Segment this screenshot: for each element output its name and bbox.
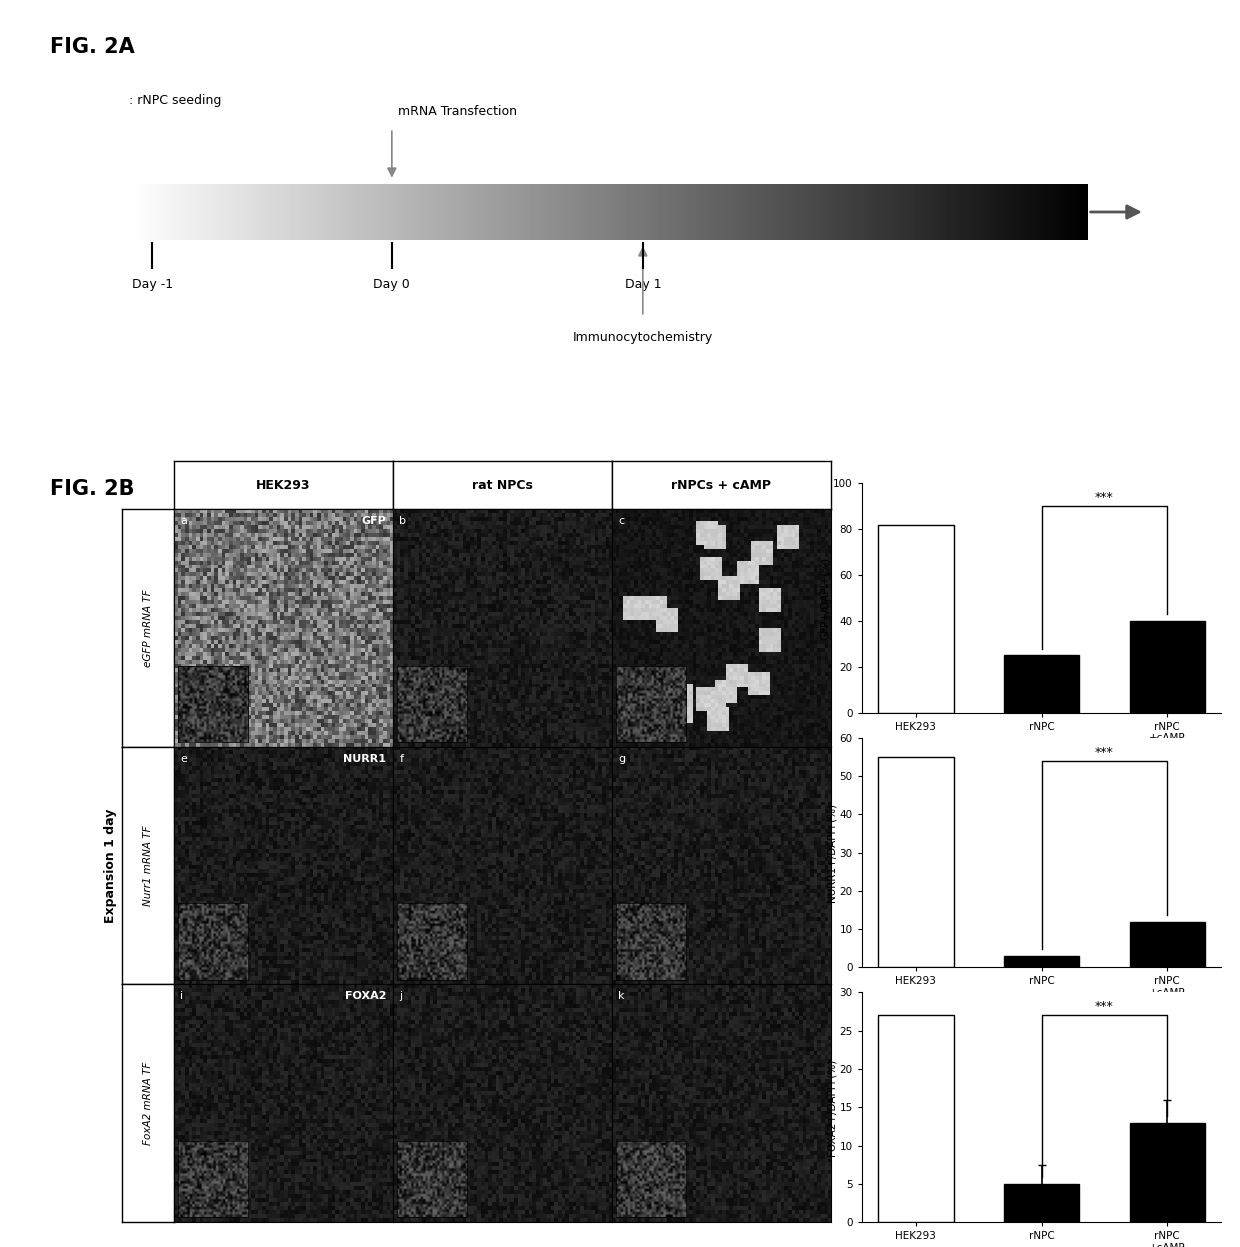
Bar	[878, 1015, 954, 1222]
Text: f: f	[399, 753, 403, 763]
Text: Day -1: Day -1	[131, 278, 172, 292]
Text: g: g	[619, 753, 625, 763]
Text: : rNPC seeding: : rNPC seeding	[129, 95, 222, 107]
Text: ***: ***	[1095, 491, 1114, 504]
Y-axis label: GFP+/DAPI+(%): GFP+/DAPI+(%)	[821, 556, 831, 640]
Text: b: b	[399, 516, 407, 526]
Text: c: c	[619, 516, 625, 526]
Bar	[1130, 621, 1205, 713]
Bar	[1004, 1183, 1079, 1222]
Text: HEK293: HEK293	[255, 479, 310, 491]
Text: NURR1: NURR1	[343, 753, 386, 763]
Text: Nurr1 mRNA TF: Nurr1 mRNA TF	[143, 826, 153, 905]
Text: i: i	[180, 991, 184, 1001]
Text: a: a	[180, 516, 187, 526]
Bar	[878, 757, 954, 968]
Text: mRNA Transfection: mRNA Transfection	[398, 105, 517, 117]
Text: eGFP mRNA TF: eGFP mRNA TF	[143, 589, 153, 667]
Bar	[1004, 656, 1079, 713]
Y-axis label: FOXA2+/DAPI+(%): FOXA2+/DAPI+(%)	[827, 1059, 837, 1156]
Y-axis label: NURR1+/DAPI+(%): NURR1+/DAPI+(%)	[827, 803, 837, 902]
Text: k: k	[619, 991, 625, 1001]
Text: FIG. 2A: FIG. 2A	[50, 37, 134, 57]
Text: FIG. 2B: FIG. 2B	[50, 479, 134, 499]
Bar	[1130, 1122, 1205, 1222]
Text: FoxA2 mRNA TF: FoxA2 mRNA TF	[143, 1061, 153, 1145]
Text: Expansion 1 day: Expansion 1 day	[104, 808, 117, 923]
Text: GFP: GFP	[361, 516, 386, 526]
Bar	[1130, 922, 1205, 968]
Text: rat NPCs: rat NPCs	[471, 479, 533, 491]
Bar	[1004, 956, 1079, 968]
Text: ***: ***	[1095, 1000, 1114, 1014]
Text: ***: ***	[1095, 746, 1114, 758]
Text: FOXA2: FOXA2	[345, 991, 386, 1001]
Bar	[878, 525, 954, 713]
Text: Day 1: Day 1	[625, 278, 661, 292]
Text: rNPCs + cAMP: rNPCs + cAMP	[671, 479, 771, 491]
Text: Immunocytochemistry: Immunocytochemistry	[573, 330, 713, 344]
Text: e: e	[180, 753, 187, 763]
Text: j: j	[399, 991, 402, 1001]
Text: Day 0: Day 0	[373, 278, 410, 292]
